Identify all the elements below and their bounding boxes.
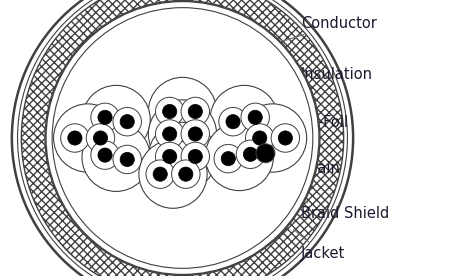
Ellipse shape [226,115,240,129]
Ellipse shape [278,131,292,145]
Ellipse shape [163,127,177,141]
Ellipse shape [18,0,347,276]
Text: Jacket: Jacket [294,229,345,261]
Ellipse shape [236,140,264,169]
Ellipse shape [46,1,319,275]
Ellipse shape [86,124,115,152]
Ellipse shape [148,100,217,168]
Ellipse shape [45,1,320,275]
Ellipse shape [139,140,207,208]
Ellipse shape [91,103,119,132]
Ellipse shape [148,122,217,191]
Ellipse shape [205,122,273,191]
Ellipse shape [61,124,89,152]
Ellipse shape [91,141,119,169]
Ellipse shape [256,144,275,163]
Ellipse shape [181,120,210,148]
Ellipse shape [188,127,202,141]
Ellipse shape [98,148,112,162]
Text: Conductor: Conductor [259,16,377,49]
Ellipse shape [243,147,257,161]
Ellipse shape [68,131,82,145]
Ellipse shape [113,107,141,136]
Ellipse shape [271,124,300,152]
Ellipse shape [82,85,150,154]
Ellipse shape [188,104,202,119]
Ellipse shape [98,110,112,124]
Ellipse shape [241,103,269,132]
Ellipse shape [12,0,353,276]
Ellipse shape [246,124,274,152]
Ellipse shape [153,167,167,181]
Ellipse shape [52,8,313,268]
Ellipse shape [163,149,177,164]
Ellipse shape [221,152,236,166]
Ellipse shape [146,160,174,189]
Ellipse shape [82,123,150,192]
Ellipse shape [214,144,243,173]
Text: Drain: Drain [256,160,341,176]
Ellipse shape [179,167,193,181]
Ellipse shape [120,152,134,166]
Ellipse shape [21,0,344,276]
Ellipse shape [54,104,122,172]
Ellipse shape [248,110,262,124]
Ellipse shape [181,142,210,171]
Ellipse shape [172,160,200,189]
Ellipse shape [181,97,210,126]
Ellipse shape [148,77,217,146]
Ellipse shape [210,85,278,154]
Ellipse shape [113,145,141,174]
Text: Braid Shield: Braid Shield [273,193,389,221]
Text: AL-Foil: AL-Foil [261,115,349,130]
Ellipse shape [93,131,108,145]
Ellipse shape [219,107,247,136]
Ellipse shape [188,149,202,164]
Text: Insulation: Insulation [259,67,373,86]
Ellipse shape [253,131,267,145]
Ellipse shape [155,120,184,148]
Ellipse shape [155,97,184,126]
Ellipse shape [155,142,184,171]
Ellipse shape [163,104,177,119]
Ellipse shape [120,115,134,129]
Ellipse shape [238,104,307,172]
